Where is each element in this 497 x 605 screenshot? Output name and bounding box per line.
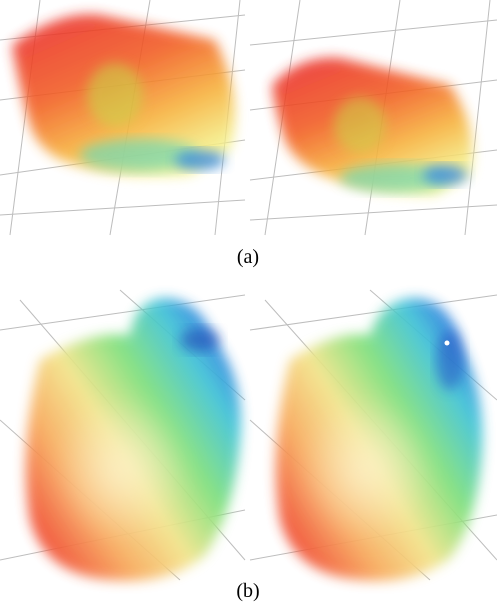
cursor-dot [444, 340, 450, 346]
panel-a-left [0, 0, 246, 236]
shape [249, 19, 497, 46]
shape [334, 97, 386, 153]
caption: (a) [237, 246, 259, 268]
shape [464, 0, 491, 236]
panel-a-right [249, 0, 497, 236]
shape [436, 330, 464, 390]
shape [0, 199, 246, 216]
shape [423, 165, 467, 185]
panel-b-left [0, 289, 246, 581]
shape [80, 139, 200, 171]
shape [249, 294, 497, 331]
shape [50, 395, 190, 545]
shape [87, 63, 143, 127]
shape [295, 395, 435, 545]
shape [175, 150, 225, 170]
caption: (b) [236, 580, 259, 602]
shape [340, 164, 450, 192]
panel-b-right [249, 289, 497, 581]
shape [249, 204, 497, 221]
shape [180, 328, 220, 352]
shape [0, 294, 246, 331]
